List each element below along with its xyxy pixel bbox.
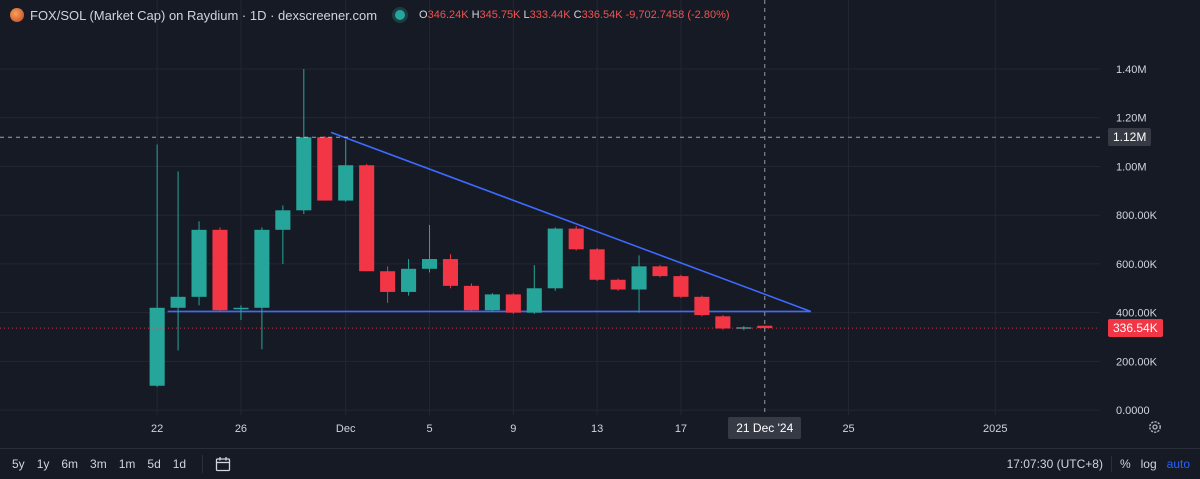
chart-header: FOX/SOL (Market Cap) on Raydium · 1D · d… (0, 0, 1100, 30)
timeframe-3m[interactable]: 3m (90, 457, 107, 471)
candle-body (401, 268, 417, 292)
candle-body (631, 266, 647, 290)
gear-icon[interactable] (1148, 420, 1162, 434)
x-tick-label: 22 (151, 423, 163, 435)
ohlc-value: 333.44K (529, 9, 571, 21)
x-tick-label: 26 (235, 423, 247, 435)
y-tick-label: 800.00K (1116, 210, 1158, 222)
bottom-toolbar: 5y 1y 6m 3m 1m 5d 1d 17:07:30 (UTC+8) % … (0, 448, 1200, 479)
trendline (330, 131, 812, 313)
candle-body (442, 259, 459, 286)
ohlc-key: H (471, 9, 480, 21)
timeframe-5y[interactable]: 5y (12, 457, 25, 471)
candle-body (547, 228, 563, 289)
log-scale-toggle[interactable]: log (1140, 457, 1157, 471)
ohlc-key: O (419, 9, 428, 21)
candle-body (715, 316, 731, 329)
timeframe-1d[interactable]: 1d (172, 457, 187, 471)
candle-body (275, 210, 291, 230)
candle-body (694, 296, 710, 316)
x-tick-label: Dec (336, 423, 356, 435)
candle-body (484, 294, 500, 311)
y-tick-label: 1.20M (1116, 113, 1147, 125)
candle-body (380, 271, 396, 292)
y-tick-label: 1.40M (1116, 64, 1147, 76)
percent-scale-toggle[interactable]: % (1119, 457, 1131, 471)
ohlc-key: L (523, 9, 530, 21)
y-tick-label: 400.00K (1116, 308, 1158, 320)
ohlc-value: 345.75K (479, 9, 521, 21)
x-tick-label: 13 (591, 423, 603, 435)
candle-body (254, 229, 270, 308)
x-tick-label: 5 (426, 423, 432, 435)
candle-body (317, 137, 333, 201)
candle-body (421, 259, 438, 269)
candle-body (736, 327, 752, 329)
live-status-icon (395, 10, 406, 20)
ohlc-value: 346.24K (427, 9, 469, 21)
auto-scale-toggle[interactable]: auto (1166, 457, 1190, 471)
candle-body (191, 229, 207, 297)
timeframe-1y[interactable]: 1y (36, 457, 50, 471)
candle-body (568, 228, 584, 250)
candle-body (296, 137, 312, 211)
candle-body (149, 307, 165, 386)
y-tick-label: 600.00K (1116, 259, 1158, 271)
ohlc-value: -9,702.7458 (-2.80%) (625, 9, 730, 21)
x-tick-label: 9 (510, 423, 516, 435)
time-axis: 22 26 Dec 5 9 13 17 25 2025 (151, 423, 1007, 435)
candle-body (359, 165, 375, 272)
x-tick-label: 17 (675, 423, 687, 435)
timeframe-1m[interactable]: 1m (118, 457, 136, 471)
ohlc-values: O346.24K H345.75K L333.44K C336.54K -9,702.7… (419, 9, 732, 21)
candle-body (652, 266, 668, 277)
y-tick-label: 200.00K (1116, 356, 1158, 368)
candle-body (610, 279, 626, 290)
clock-time: 17:07:30 (UTC+8) (1006, 457, 1103, 471)
last-price-badge: 336.54K (1108, 319, 1163, 338)
grid-layer (0, 0, 1100, 415)
timeframe-6m[interactable]: 6m (61, 457, 79, 471)
y-tick-label: 1.00M (1116, 161, 1147, 173)
fox-logo-icon (10, 8, 24, 22)
crosshair-date-badge: 21 Dec '24 (728, 417, 802, 439)
chart-canvas[interactable]: 0.0000 200.00K 400.00K 600.00K 800.00K 1.00M 1… (0, 0, 1200, 448)
candle-body (505, 294, 521, 313)
candle-body (463, 285, 479, 311)
candle-body (526, 288, 542, 313)
y-tick-label: 0.0000 (1116, 405, 1150, 417)
price-axis: 0.0000 200.00K 400.00K 600.00K 800.00K 1.00M 1… (1116, 64, 1158, 417)
x-tick-label: 2025 (983, 423, 1007, 435)
timeframe-5d[interactable]: 5d (147, 457, 161, 471)
candle-body (589, 249, 605, 280)
price-lines-layer (0, 0, 1100, 415)
candle-body (338, 165, 354, 201)
candle-body (212, 229, 228, 311)
calendar-icon[interactable] (202, 455, 231, 473)
candle-body (757, 325, 773, 329)
price-line-badge: 1.12M (1108, 128, 1152, 147)
ohlc-key: C (573, 9, 582, 21)
candle-body (170, 296, 186, 308)
candle-body (233, 307, 249, 310)
ohlc-value: 336.54K (581, 9, 623, 21)
candle-body (673, 276, 689, 297)
x-tick-label: 25 (842, 423, 854, 435)
candles-layer (149, 68, 773, 387)
pair-title: FOX/SOL (Market Cap) on Raydium · 1D · d… (30, 7, 378, 23)
